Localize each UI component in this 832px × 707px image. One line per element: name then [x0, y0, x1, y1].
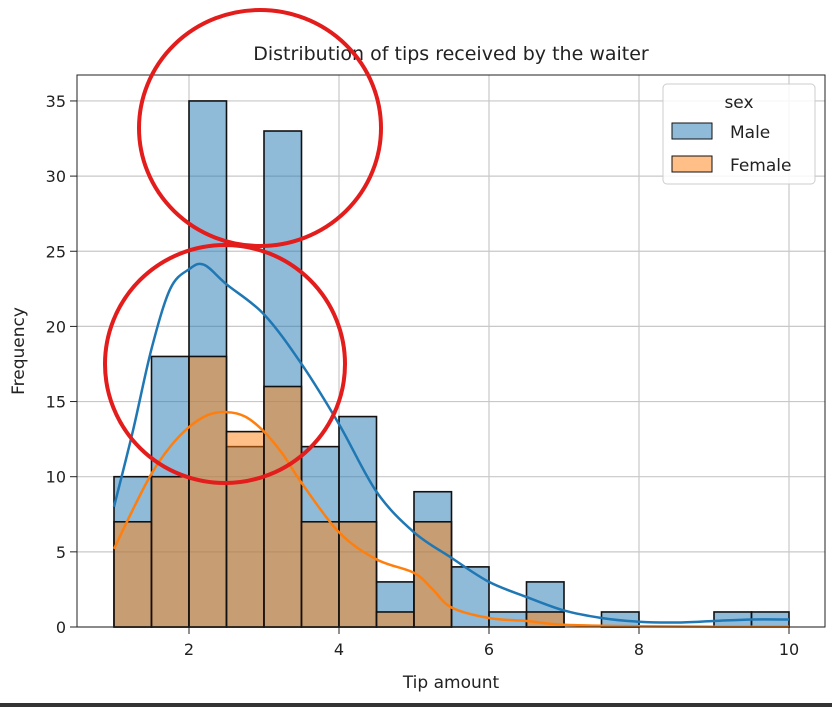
y-tick-label: 10	[46, 468, 66, 487]
legend-label-male: Male	[730, 123, 770, 143]
bar-female	[150, 475, 190, 628]
bar-female	[300, 520, 340, 628]
plot-frame	[76, 74, 826, 628]
y-tick-label: 5	[56, 543, 66, 562]
y-tick-label: 15	[46, 393, 66, 412]
bottom-edge	[0, 703, 832, 707]
x-axis-ticks: 2 4 6 8 10	[184, 627, 799, 659]
y-tick-label: 30	[46, 167, 66, 186]
x-tick-label: 10	[779, 640, 799, 659]
red-circle-annotation-middle	[103, 243, 347, 485]
legend-swatch-male	[671, 122, 713, 140]
y-tick-label: 0	[56, 618, 66, 637]
y-axis-ticks: 0 5 10 15 20 25 30 35	[46, 92, 77, 637]
x-tick-label: 2	[184, 640, 194, 659]
bar-female	[225, 430, 265, 628]
y-tick-label: 35	[46, 92, 66, 111]
bars	[113, 100, 790, 628]
bar-female	[263, 385, 303, 628]
x-tick-label: 6	[484, 640, 494, 659]
legend: sex Male Female	[662, 83, 816, 185]
legend-swatch-female	[671, 155, 713, 173]
kde-curves	[112, 262, 790, 628]
x-axis-label: Tip amount	[402, 673, 500, 693]
annotations	[103, 8, 383, 485]
chart-title: Distribution of tips received by the wai…	[253, 43, 649, 65]
x-tick-label: 4	[334, 640, 344, 659]
y-tick-label: 20	[46, 317, 66, 336]
legend-label-female: Female	[730, 156, 791, 176]
legend-title: sex	[724, 93, 753, 113]
bar-female	[188, 355, 228, 628]
bar-female	[375, 611, 415, 628]
y-axis-label: Frequency	[9, 307, 29, 395]
red-circle-annotation-top	[137, 8, 383, 248]
bar-female	[413, 520, 453, 628]
kde-line-female	[112, 410, 790, 628]
y-tick-label: 25	[46, 242, 66, 261]
x-tick-label: 8	[634, 640, 644, 659]
kde-line-male	[112, 262, 790, 624]
